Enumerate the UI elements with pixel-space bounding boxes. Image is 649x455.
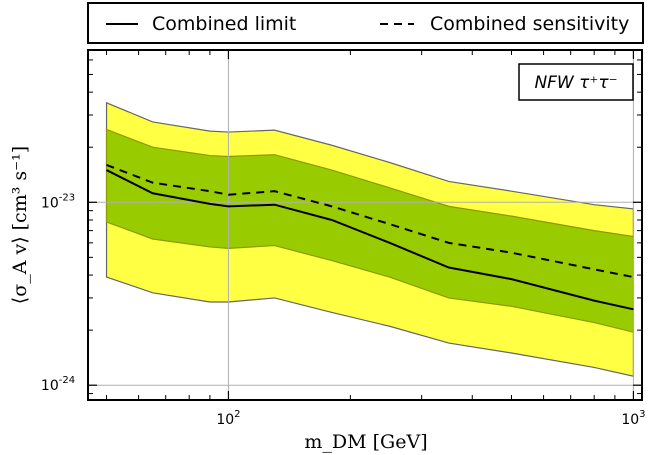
- x-tick-label: 102: [216, 409, 240, 428]
- series-solid: [106, 169, 634, 311]
- legend-box: [87, 2, 644, 44]
- legend-label-limit: Combined limit: [152, 13, 296, 35]
- y-axis-label: ⟨σ_A v⟩ [cm³ s⁻¹]: [9, 146, 31, 304]
- annotation: NFW τ⁺τ⁻: [518, 63, 634, 101]
- grid: [88, 50, 642, 400]
- y-tick-label: 10-24: [41, 375, 75, 394]
- confidence-bands: [105, 101, 635, 377]
- x-axis-label: m_DM [GeV]: [304, 431, 427, 453]
- plot-frame: [87, 49, 643, 401]
- x-tick-label: 103: [621, 409, 645, 428]
- y-tick-label: 10-23: [41, 192, 75, 211]
- annotation-box: [518, 63, 634, 101]
- data-lines: [106, 164, 634, 311]
- legend-label-sensitivity: Combined sensitivity: [430, 13, 629, 35]
- annotation-text: NFW τ⁺τ⁻: [534, 73, 617, 93]
- legend: Combined limit Combined sensitivity: [87, 2, 644, 44]
- series-dashed: [106, 164, 634, 279]
